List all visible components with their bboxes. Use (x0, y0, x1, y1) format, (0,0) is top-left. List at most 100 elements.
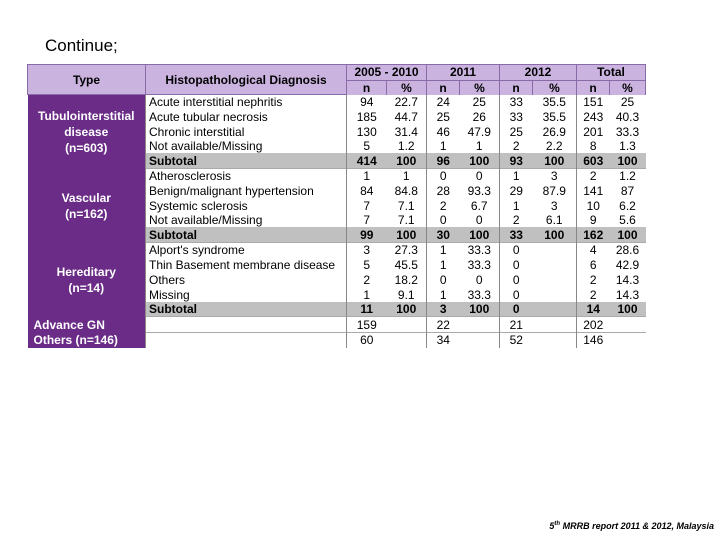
count-cell: 1 (426, 242, 460, 258)
header-period: 2011 (426, 64, 500, 81)
count-cell: 3 (346, 242, 387, 258)
header-n: n (499, 80, 533, 95)
percent-cell: 26.9 (542, 124, 566, 139)
percent-cell (459, 331, 500, 348)
count-cell: 201 (576, 124, 610, 139)
count-cell: 21 (499, 316, 533, 333)
percent-cell (532, 301, 577, 317)
count-cell: 46 (426, 124, 460, 139)
count-cell: 33 (499, 109, 533, 125)
percent-cell: 3 (550, 198, 558, 213)
slide-title: Continue; (45, 36, 118, 55)
count-cell: 130 (346, 124, 387, 139)
percent-cell: 100 (386, 301, 427, 317)
diagnosis-cell: Thin Basement membrane disease (145, 257, 347, 273)
count-cell: 10 (576, 198, 610, 213)
count-cell: 93 (499, 153, 533, 169)
percent-cell (533, 273, 577, 288)
table-row: Systemic sclerosis 7 7.1 2 6.7 1 3 10 6.2 (28, 198, 646, 213)
percent-cell: 33.3 (467, 287, 491, 302)
type-label-line: (n=14) (68, 280, 105, 295)
table-row: Not available/Missing 5 1.2 1 1 2 2.2 8 1.3 (28, 138, 646, 154)
diagnosis-cell (145, 316, 347, 333)
percent-cell: 31.4 (394, 124, 418, 139)
count-cell: 0 (426, 272, 460, 288)
count-cell: 0 (499, 272, 533, 288)
count-cell: 185 (346, 109, 387, 125)
count-cell: 2 (426, 198, 460, 213)
percent-cell: 6.1 (545, 213, 563, 228)
count-cell: 202 (576, 316, 610, 333)
count-cell: 3 (426, 301, 460, 317)
diagnosis-cell: Subtotal (145, 227, 347, 243)
diagnosis-cell: Missing (145, 287, 347, 302)
count-cell: 7 (346, 212, 387, 228)
table-row: Advance GN 159 22 21 202 (27, 316, 646, 333)
percent-cell (386, 316, 427, 333)
diagnosis-cell: Not available/Missing (145, 212, 347, 228)
percent-cell: 1.3 (619, 139, 636, 154)
count-cell: 6 (576, 257, 610, 273)
subtotal-row: Subtotal 99 100 30 100 33 100 162 100 (28, 227, 646, 243)
count-cell: 1 (426, 138, 460, 154)
count-cell: 60 (346, 331, 387, 348)
percent-cell: 44.7 (394, 109, 418, 124)
percent-cell (532, 242, 577, 258)
count-cell: 2 (346, 272, 387, 288)
type-label-line: Advance GN (33, 317, 105, 332)
percent-cell: 1.2 (397, 139, 415, 154)
percent-cell: 28.6 (609, 242, 646, 258)
count-cell: 99 (346, 227, 387, 243)
count-cell: 2 (499, 212, 533, 228)
table-row: Tubulointerstitial disease (n=603) Acute in… (27, 94, 646, 169)
header-diagnosis: Histopathological Diagnosis (145, 63, 347, 96)
percent-cell: 42.9 (615, 258, 640, 273)
percent-cell: 100 (459, 153, 500, 169)
count-cell: 7 (346, 198, 387, 213)
count-cell: 1 (346, 287, 387, 302)
subtotal-row: Subtotal 11 100 3 100 0 14 100 (28, 301, 646, 317)
percent-cell: 26 (472, 109, 486, 124)
count-cell: 1 (346, 168, 387, 184)
footer-sup: th (554, 521, 561, 527)
percent-cell: 1 (475, 139, 483, 154)
header-pct: % (532, 80, 577, 95)
count-cell: 28 (426, 183, 460, 199)
count-cell: 5 (346, 138, 387, 154)
count-cell: 159 (346, 316, 387, 333)
percent-cell: 1.2 (609, 168, 646, 184)
percent-cell: 93.3 (467, 183, 491, 198)
count-cell: 96 (426, 153, 460, 169)
diagnosis-cell: Acute interstitial nephritis (145, 94, 347, 110)
percent-cell: 18.2 (394, 272, 418, 287)
percent-cell: 25 (620, 95, 635, 110)
percent-cell: 100 (609, 301, 646, 317)
percent-cell: 33.3 (467, 258, 491, 273)
percent-cell (533, 287, 577, 302)
percent-cell: 22.7 (394, 95, 418, 110)
percent-cell: 100 (609, 153, 646, 169)
type-cell: Tubulointerstitial disease (n=603) (27, 94, 146, 169)
count-cell: 25 (426, 109, 460, 125)
count-cell: 603 (576, 153, 610, 169)
header-type: Type (27, 63, 146, 96)
percent-cell (532, 316, 577, 333)
diagnosis-cell: Subtotal (145, 153, 347, 169)
count-cell: 0 (499, 257, 533, 273)
percent-cell: 84.8 (394, 183, 418, 198)
table-row: Hereditary (n=14) Alport's syndrome 3 27.3 1 3… (27, 242, 646, 317)
percent-cell: 0 (475, 213, 483, 228)
percent-cell: 100 (459, 227, 500, 243)
percent-cell (609, 316, 646, 333)
header-pct: % (609, 80, 646, 95)
percent-cell: 6.7 (470, 198, 488, 213)
percent-cell: 35.5 (542, 109, 566, 124)
percent-cell: 25 (472, 95, 486, 110)
percent-cell: 3 (532, 168, 577, 184)
percent-cell (533, 258, 577, 273)
percent-cell: 47.9 (467, 124, 491, 139)
count-cell: 414 (346, 153, 387, 169)
header-n: n (346, 80, 387, 95)
diagnosis-cell: Others (145, 272, 347, 288)
table-row: Vascular (n=162) Atherosclerosis 1 1 0 0 1 3 2 1.2 (27, 168, 646, 243)
